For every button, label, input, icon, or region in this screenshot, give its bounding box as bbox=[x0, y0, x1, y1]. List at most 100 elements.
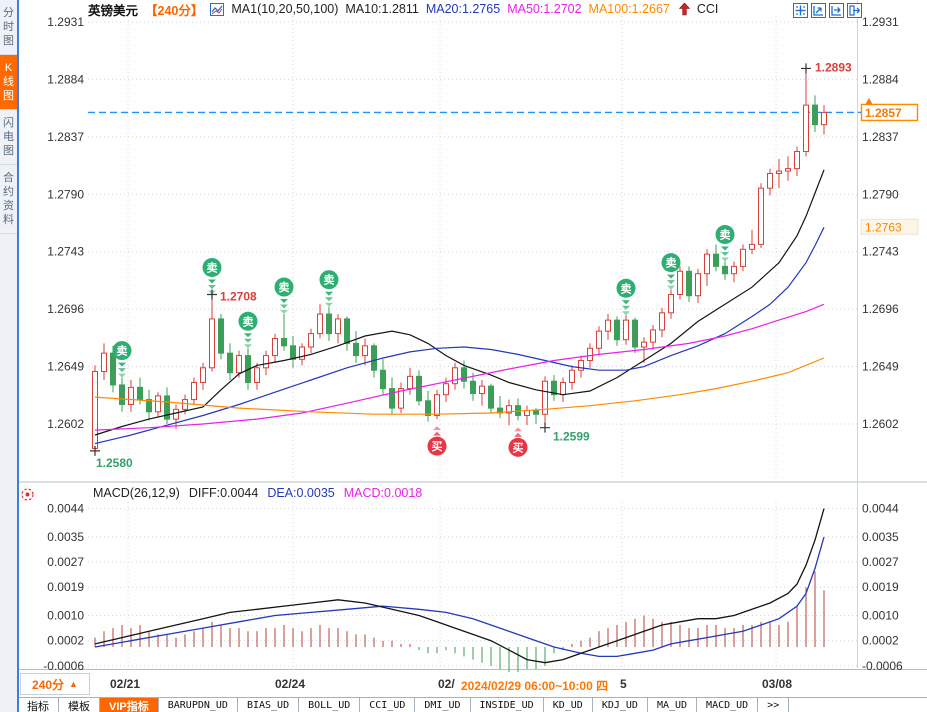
candle-body bbox=[731, 265, 737, 275]
sell-circle bbox=[616, 278, 636, 298]
candle-body bbox=[416, 375, 422, 402]
macd-axis-label-right: 0.0010 bbox=[862, 609, 899, 623]
sell-label: 卖 bbox=[117, 344, 128, 358]
tab->>[interactable]: >> bbox=[758, 698, 790, 712]
candle bbox=[668, 289, 674, 319]
macd-indicator-icon[interactable] bbox=[20, 487, 35, 507]
tab-KD_UD[interactable]: KD_UD bbox=[543, 698, 593, 712]
sell-signal-marker[interactable]: 卖 bbox=[319, 270, 339, 307]
tab-模板[interactable]: 模板 bbox=[59, 698, 100, 712]
buy-signal-marker[interactable]: 买 bbox=[508, 427, 528, 457]
candle bbox=[335, 314, 341, 344]
candle-body bbox=[227, 352, 233, 374]
candle bbox=[731, 261, 737, 283]
candle-body bbox=[551, 380, 557, 396]
exit-chart-icon[interactable] bbox=[847, 3, 862, 18]
tab-BARUPDN_UD[interactable]: BARUPDN_UD bbox=[158, 698, 238, 712]
candle bbox=[821, 105, 827, 135]
tab-KDJ_UD[interactable]: KDJ_UD bbox=[592, 698, 648, 712]
macd-axis-label-right: -0.0006 bbox=[862, 659, 903, 673]
candle bbox=[506, 399, 512, 426]
candle-body bbox=[767, 173, 773, 189]
cross-marker bbox=[801, 63, 811, 74]
cci-indicator-label[interactable]: CCI bbox=[696, 2, 719, 16]
current-price-box[interactable] bbox=[860, 103, 919, 122]
candle-body bbox=[659, 312, 665, 331]
candle bbox=[236, 350, 242, 378]
sell-signal-marker[interactable]: 卖 bbox=[238, 311, 258, 349]
candle bbox=[785, 156, 791, 181]
sell-circle bbox=[112, 341, 132, 361]
candle bbox=[362, 338, 368, 366]
sell-signal-marker[interactable]: 卖 bbox=[616, 278, 636, 316]
zoom-chart-right-icon[interactable] bbox=[829, 3, 844, 18]
tab-DMI_UD[interactable]: DMI_UD bbox=[415, 698, 471, 712]
price-chart-pane[interactable]: 1.2931 1.2931 1.2884 1.2884 1.2837 1.2837 1.27… bbox=[0, 0, 927, 483]
chevron-down-icon bbox=[244, 333, 252, 338]
chevron-up-icon bbox=[514, 438, 522, 443]
current-price-arrow-icon bbox=[865, 98, 873, 105]
triangle-up-icon: ▲ bbox=[69, 679, 78, 689]
candle bbox=[344, 316, 350, 351]
reference-price-value: 1.2763 bbox=[865, 220, 902, 234]
candle bbox=[470, 372, 476, 401]
tab-VIP指标[interactable]: VIP指标 bbox=[100, 698, 159, 712]
zoom-chart-up-icon[interactable] bbox=[811, 3, 826, 18]
macd-dea-value: DEA:0.0035 bbox=[267, 486, 335, 500]
tab-BOLL_UD[interactable]: BOLL_UD bbox=[299, 698, 361, 712]
candle bbox=[560, 377, 566, 403]
macd-axis-label-right: 0.0027 bbox=[862, 555, 899, 569]
sell-signal-marker[interactable]: 卖 bbox=[661, 253, 681, 290]
macd-indicator-pane[interactable]: 0.0044 0.0044 0.0035 0.0035 0.0027 0.0027 0.00… bbox=[0, 483, 927, 676]
candle-body bbox=[92, 370, 98, 449]
sell-signal-marker[interactable]: 卖 bbox=[112, 341, 132, 378]
timeframe-button[interactable]: 240分 ▲ bbox=[20, 673, 90, 695]
sell-circle bbox=[238, 311, 258, 331]
candle bbox=[290, 336, 296, 368]
candle-body bbox=[182, 399, 188, 410]
candle-body bbox=[308, 333, 314, 348]
tab-INSIDE_UD[interactable]: INSIDE_UD bbox=[470, 698, 544, 712]
chevron-up-icon bbox=[433, 437, 441, 442]
tab-指标[interactable]: 指标 bbox=[18, 698, 59, 712]
macd-header: MACD(26,12,9) DIFF:0.0044 DEA:0.0035 MAC… bbox=[93, 486, 422, 500]
macd-macd-value: MACD:0.0018 bbox=[343, 486, 423, 500]
candle-body bbox=[146, 399, 152, 413]
line-chart-icon bbox=[210, 2, 225, 16]
sidebar-item-合约资料[interactable]: 合 约 资 料 bbox=[0, 165, 17, 234]
red-up-arrow-icon[interactable] bbox=[678, 2, 690, 16]
period-tag: 【240分】 bbox=[145, 3, 204, 18]
candle-body bbox=[587, 347, 593, 361]
sell-signal-marker[interactable]: 卖 bbox=[715, 224, 735, 262]
buy-circle bbox=[508, 437, 528, 457]
sidebar-item-闪电图[interactable]: 闪 电 图 bbox=[0, 110, 17, 165]
ma-line-ma10 bbox=[94, 169, 825, 436]
candle-body bbox=[137, 386, 143, 401]
high-price-label: 1.2893 bbox=[815, 60, 852, 74]
candle-body bbox=[533, 410, 539, 415]
sell-signal-marker[interactable]: 卖 bbox=[202, 257, 222, 295]
tab-MA_UD[interactable]: MA_UD bbox=[647, 698, 698, 712]
candle-body bbox=[668, 293, 674, 314]
candle-body bbox=[785, 168, 791, 172]
sell-signal-marker[interactable]: 卖 bbox=[274, 277, 294, 315]
candle bbox=[425, 391, 431, 422]
tab-CCI_UD[interactable]: CCI_UD bbox=[360, 698, 416, 712]
candle-body bbox=[632, 319, 638, 348]
high-price-mark: 1.2893 bbox=[801, 60, 852, 74]
candle-body bbox=[641, 341, 647, 348]
chevron-down-icon bbox=[118, 362, 126, 367]
candle-body bbox=[650, 329, 656, 343]
buy-signal-marker[interactable]: 买 bbox=[427, 426, 447, 456]
candle bbox=[119, 377, 125, 412]
sidebar-item-K线图[interactable]: K 线 图 bbox=[0, 55, 17, 110]
chevron-down-icon bbox=[325, 302, 333, 307]
candle bbox=[515, 398, 521, 421]
tab-MACD_UD[interactable]: MACD_UD bbox=[697, 698, 759, 712]
sidebar-item-分时图[interactable]: 分 时 图 bbox=[0, 0, 17, 55]
crosshair-icon[interactable] bbox=[793, 3, 808, 18]
candle bbox=[614, 316, 620, 346]
sell-label: 卖 bbox=[279, 280, 290, 294]
candle bbox=[155, 392, 161, 417]
tab-BIAS_UD[interactable]: BIAS_UD bbox=[237, 698, 300, 712]
